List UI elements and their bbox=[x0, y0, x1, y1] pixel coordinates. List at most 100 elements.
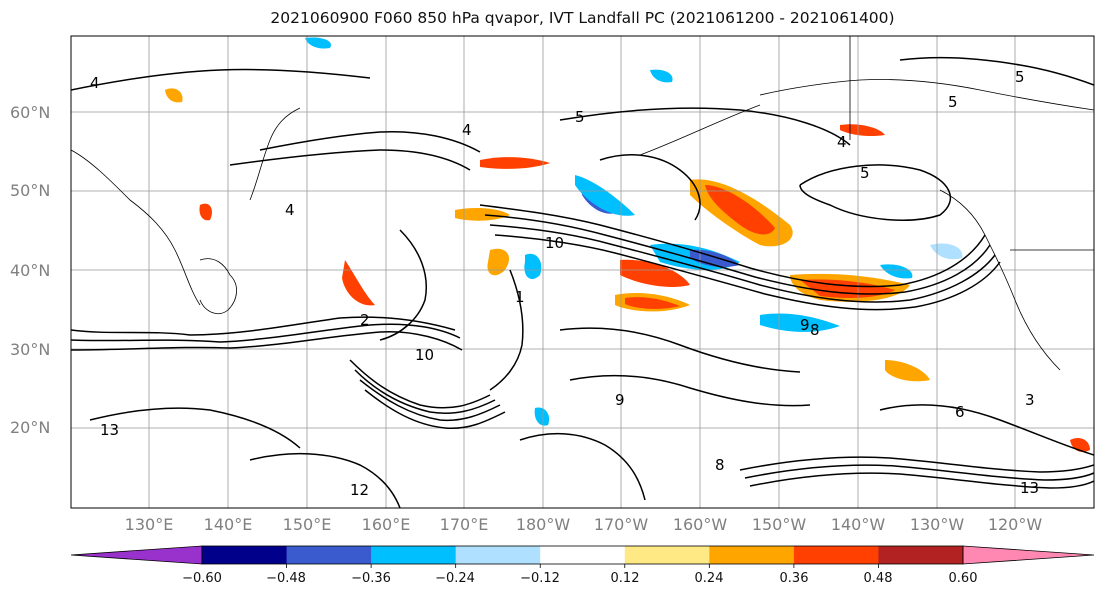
contour-line bbox=[879, 404, 1094, 456]
coastline-kamchatka bbox=[249, 107, 301, 201]
coastline-north-america bbox=[939, 189, 1061, 371]
map-plot-area: 4 5 4 5 5 4 4 10 10 9 9 8 8 6 3 2 1 13 1… bbox=[71, 36, 1094, 508]
colorbar-extend-max bbox=[962, 545, 1095, 565]
contour-label: 5 bbox=[575, 108, 585, 126]
ivt-contours bbox=[71, 56, 1094, 508]
contour-label: 6 bbox=[955, 403, 965, 421]
lon-label-150w: 150°W bbox=[751, 515, 807, 534]
colorbar-tick-label: −0.60 bbox=[182, 571, 222, 586]
contour-label: 13 bbox=[100, 421, 119, 439]
colorbar-segment bbox=[371, 546, 457, 564]
shade-positive-patch bbox=[840, 124, 885, 137]
plot-background bbox=[71, 36, 1094, 508]
lon-label-140e: 140°E bbox=[203, 515, 253, 534]
shade-positive-patch bbox=[620, 259, 690, 287]
lat-label-30n: 30°N bbox=[10, 340, 51, 359]
coastline-alaska bbox=[759, 79, 1094, 111]
contour-line bbox=[364, 389, 506, 430]
shade-positive-patch bbox=[625, 297, 680, 309]
colorbar-tick-label: 0.24 bbox=[694, 571, 724, 586]
contour-line bbox=[899, 56, 1094, 86]
contour-line bbox=[494, 234, 1001, 311]
contour-label: 3 bbox=[1025, 391, 1035, 409]
contour-label: 4 bbox=[90, 74, 100, 92]
contour-label: 1 bbox=[515, 288, 525, 306]
colorbar-tick-label: 0.36 bbox=[779, 571, 809, 586]
contour-line bbox=[354, 369, 496, 415]
colorbar-tick-label: −0.24 bbox=[435, 571, 475, 586]
colorbar-tick-label: 0.12 bbox=[610, 571, 640, 586]
shade-negative-patch bbox=[524, 253, 542, 280]
contour-label: 8 bbox=[810, 321, 820, 339]
contour-label: 2 bbox=[360, 311, 370, 329]
shade-negative-patch bbox=[575, 175, 635, 216]
shade-negative-patch bbox=[880, 264, 913, 279]
contour-label: 8 bbox=[715, 456, 725, 474]
contour-label: 5 bbox=[948, 93, 958, 111]
contour-line bbox=[359, 379, 501, 422]
colorbar-segment bbox=[540, 546, 626, 564]
lon-label-170w: 170°W bbox=[593, 515, 649, 534]
contour-line bbox=[71, 323, 461, 343]
contour-line bbox=[569, 374, 811, 407]
colorbar-tick-label: −0.48 bbox=[266, 571, 306, 586]
contour-line bbox=[484, 214, 991, 295]
contour-line bbox=[71, 68, 371, 91]
contour-line bbox=[479, 204, 986, 288]
colorbar-tick-label: −0.36 bbox=[351, 571, 391, 586]
lon-label-120w: 120°W bbox=[987, 515, 1043, 534]
shade-negative-patch bbox=[760, 313, 840, 332]
contour-line bbox=[489, 224, 996, 303]
coastline-asia bbox=[71, 149, 201, 306]
graticule bbox=[71, 36, 1094, 508]
shade-positive-patch bbox=[455, 207, 510, 221]
contour-label: 10 bbox=[415, 346, 434, 364]
colorbar-segment bbox=[624, 546, 710, 564]
colorbar-segment bbox=[455, 546, 541, 564]
lon-label-170e: 170°E bbox=[439, 515, 489, 534]
shade-positive-patch bbox=[487, 248, 510, 276]
contour-line bbox=[559, 327, 801, 373]
contour-label: 9 bbox=[800, 316, 810, 334]
contour-label: 10 bbox=[545, 234, 564, 252]
contour-label: 4 bbox=[462, 121, 472, 139]
shade-positive-patch bbox=[705, 185, 775, 235]
contour-label: 9 bbox=[615, 391, 625, 409]
colorbar-frame bbox=[201, 545, 964, 565]
lat-label-50n: 50°N bbox=[10, 181, 51, 200]
contour-line bbox=[739, 456, 1094, 473]
contour-line bbox=[349, 359, 491, 409]
coastline-japan bbox=[199, 258, 237, 314]
map-title: 2021060900 F060 850 hPa qvapor, IVT Land… bbox=[270, 9, 895, 27]
lon-label-140w: 140°W bbox=[830, 515, 886, 534]
shade-negative-patch bbox=[650, 69, 673, 83]
colorbar-segment bbox=[202, 546, 288, 564]
lon-label-160w: 160°W bbox=[672, 515, 728, 534]
lat-label-40n: 40°N bbox=[10, 261, 51, 280]
shade-positive-patch bbox=[480, 157, 550, 169]
colorbar-segment bbox=[793, 546, 879, 564]
colorbar-tick-label: −0.12 bbox=[520, 571, 560, 586]
contour-line bbox=[559, 107, 851, 146]
shade-negative-patch bbox=[534, 407, 550, 426]
contour-line bbox=[379, 229, 427, 341]
contour-line bbox=[229, 149, 471, 171]
lon-label-130e: 130°E bbox=[124, 515, 174, 534]
contour-line bbox=[744, 464, 1094, 481]
contour-line bbox=[89, 407, 301, 449]
colorbar bbox=[70, 545, 1095, 568]
shade-positive-patch bbox=[199, 203, 212, 221]
lon-label-160e: 160°E bbox=[361, 515, 411, 534]
contour-label: 5 bbox=[1015, 68, 1025, 86]
colorbar-tick-label: 0.48 bbox=[863, 571, 893, 586]
plot-frame bbox=[70, 35, 1095, 509]
lon-label-130w: 130°W bbox=[909, 515, 965, 534]
lat-label-60n: 60°N bbox=[10, 103, 51, 122]
shade-positive-patch bbox=[165, 88, 183, 103]
contour-line bbox=[489, 269, 524, 391]
colorbar-segment bbox=[878, 546, 964, 564]
shade-positive-patch bbox=[342, 260, 375, 306]
contour-line bbox=[599, 154, 701, 221]
contour-line bbox=[249, 452, 401, 508]
contour-line bbox=[71, 316, 456, 336]
